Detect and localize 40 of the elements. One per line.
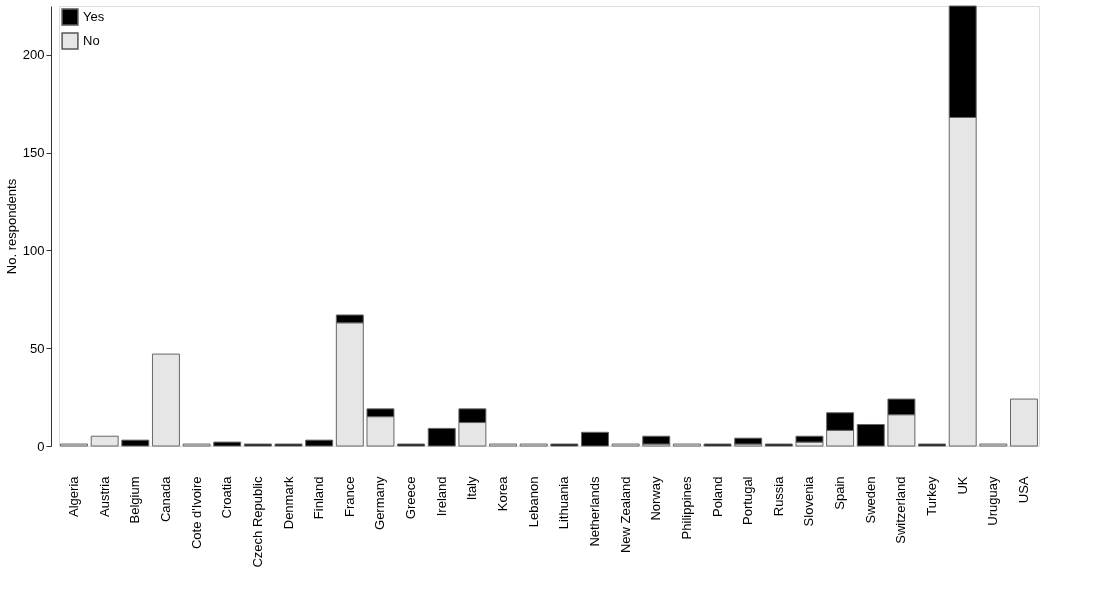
y-axis-title: No. respondents [3,178,19,275]
y-tick-label: 200 [22,47,45,63]
x-tick-label: Germany [372,476,388,530]
x-tick-label: Finland [311,476,327,520]
x-tick-label: Philippines [678,476,694,540]
x-tick-label: Turkey [924,476,940,516]
y-tick-label: 150 [22,145,45,161]
x-tick-label: France [341,476,357,517]
x-tick-label: Denmark [280,476,296,530]
x-tick-label: Korea [495,475,511,512]
x-tick-label: Netherlands [586,476,602,547]
x-tick-label: Croatia [219,475,235,519]
x-tick-label: Czech Republic [249,476,265,568]
y-tick-label: 50 [30,340,45,356]
y-tick-label: 100 [22,242,45,258]
x-tick-label: Slovenia [801,475,817,527]
x-tick-label: UK [954,476,970,495]
x-tick-label: Canada [157,475,173,523]
x-tick-label: Sweden [862,476,878,524]
x-tick-label: Portugal [740,476,756,525]
x-tick-label: Cote d'Ivoire [188,476,204,550]
x-tick-label: Lithuania [556,475,572,530]
x-tick-label: Austria [96,475,112,517]
x-tick-label: Poland [709,476,725,517]
x-tick-label: Spain [832,476,848,510]
x-tick-label: Algeria [66,475,82,517]
x-tick-label: Switzerland [893,476,909,544]
x-tick-label: Italy [464,476,480,501]
legend-label: Yes [83,9,105,24]
x-tick-label: USA [1015,476,1031,504]
y-tick-label: 0 [37,438,45,454]
x-tick-label: Greece [403,476,419,520]
x-tick-label: Belgium [127,476,143,524]
x-tick-label: Uruguay [985,476,1001,526]
legend-label: No [83,33,100,48]
x-tick-label: Russia [770,475,786,517]
x-tick-label: Lebanon [525,476,541,528]
x-tick-label: New Zealand [617,476,633,554]
x-tick-label: Ireland [433,476,449,517]
x-tick-label: Norway [648,476,664,521]
